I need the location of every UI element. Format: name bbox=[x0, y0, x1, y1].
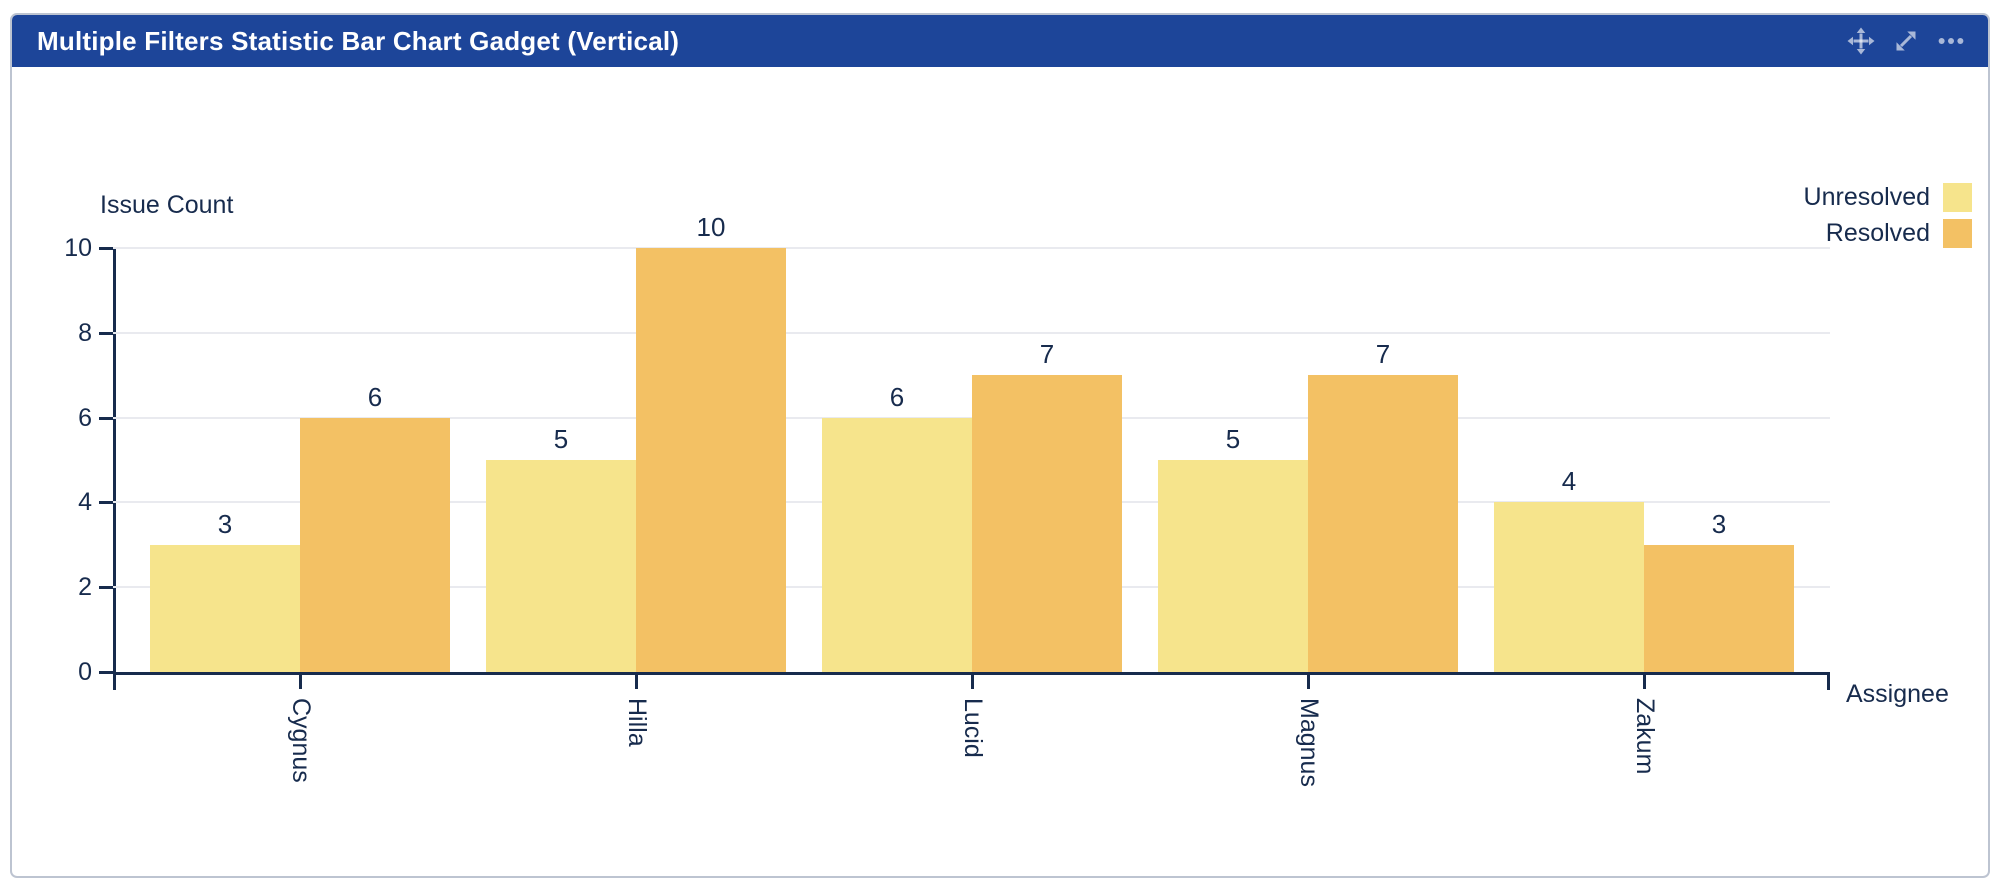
legend-swatch bbox=[1943, 183, 1972, 212]
x-tick-hilla bbox=[635, 672, 638, 689]
gadget-title: Multiple Filters Statistic Bar Chart Gad… bbox=[37, 25, 680, 56]
legend: Unresolved Resolved bbox=[1804, 183, 1972, 248]
legend-item-resolved: Resolved bbox=[1804, 219, 1972, 248]
bar-unresolved-hilla[interactable] bbox=[486, 460, 636, 672]
gadget-toolbar bbox=[1846, 26, 1966, 56]
y-tick-2 bbox=[99, 586, 113, 590]
y-tick-6 bbox=[99, 416, 113, 420]
y-tick-4 bbox=[99, 501, 113, 505]
x-axis-title: Assignee bbox=[1846, 680, 1949, 708]
more-options-icon[interactable] bbox=[1936, 26, 1966, 56]
y-tick-label-0: 0 bbox=[78, 658, 92, 686]
x-axis-end-tick bbox=[1827, 672, 1830, 690]
gridline-10 bbox=[113, 247, 1830, 249]
gridline-6 bbox=[113, 416, 1830, 419]
legend-label: Resolved bbox=[1825, 219, 1930, 247]
bar-unresolved-cygnus[interactable] bbox=[150, 545, 300, 672]
y-tick-label-4: 4 bbox=[78, 488, 92, 517]
bar-resolved-cygnus[interactable] bbox=[300, 418, 450, 672]
x-tick-label-hilla[interactable]: Hilla bbox=[623, 698, 651, 747]
y-tick-label-2: 2 bbox=[78, 573, 92, 602]
bar-value-label: 7 bbox=[1375, 339, 1391, 369]
bar-value-label: 6 bbox=[367, 382, 383, 412]
gadget-card: Multiple Filters Statistic Bar Chart Gad… bbox=[10, 13, 1990, 878]
bar-value-label: 7 bbox=[1039, 339, 1055, 369]
bar-value-label: 3 bbox=[1711, 509, 1727, 539]
x-tick-lucid bbox=[971, 672, 974, 689]
x-tick-magnus bbox=[1307, 672, 1310, 689]
bar-value-label: 3 bbox=[217, 509, 233, 539]
legend-swatch bbox=[1943, 219, 1972, 248]
bar-value-label: 5 bbox=[1225, 424, 1241, 454]
bar-value-label: 4 bbox=[1561, 466, 1577, 496]
x-tick-label-lucid[interactable]: Lucid bbox=[959, 698, 987, 758]
chart-canvas: Issue Count Assignee Unresolved Resolved … bbox=[12, 15, 1988, 876]
bar-resolved-zakum[interactable] bbox=[1644, 545, 1794, 672]
bar-unresolved-magnus[interactable] bbox=[1158, 460, 1308, 672]
bar-resolved-lucid[interactable] bbox=[972, 375, 1122, 672]
x-tick-label-cygnus[interactable]: Cygnus bbox=[287, 698, 315, 783]
y-tick-label-10: 10 bbox=[64, 234, 92, 262]
bar-unresolved-zakum[interactable] bbox=[1494, 502, 1644, 672]
y-tick-0 bbox=[99, 671, 113, 674]
y-axis-title: Issue Count bbox=[100, 191, 234, 219]
x-tick-zakum bbox=[1643, 672, 1646, 689]
x-tick-label-zakum[interactable]: Zakum bbox=[1631, 698, 1659, 775]
y-tick-label-8: 8 bbox=[78, 318, 92, 347]
y-tick-label-6: 6 bbox=[78, 403, 92, 432]
legend-item-unresolved: Unresolved bbox=[1804, 183, 1972, 212]
y-axis-line bbox=[113, 248, 116, 690]
gadget-header: Multiple Filters Statistic Bar Chart Gad… bbox=[12, 15, 1988, 67]
bar-value-label: 10 bbox=[696, 212, 726, 242]
bar-unresolved-lucid[interactable] bbox=[822, 418, 972, 672]
bar-resolved-hilla[interactable] bbox=[636, 248, 786, 672]
expand-icon[interactable] bbox=[1891, 26, 1921, 56]
x-tick-cygnus bbox=[299, 672, 302, 689]
x-tick-label-magnus[interactable]: Magnus bbox=[1295, 698, 1323, 787]
legend-label: Unresolved bbox=[1803, 183, 1930, 211]
bar-value-label: 5 bbox=[553, 424, 569, 454]
gridline-8 bbox=[113, 331, 1830, 334]
y-tick-10 bbox=[99, 247, 113, 250]
bar-value-label: 6 bbox=[889, 382, 905, 412]
y-tick-8 bbox=[99, 331, 113, 335]
bar-resolved-magnus[interactable] bbox=[1308, 375, 1458, 672]
move-icon[interactable] bbox=[1846, 26, 1876, 56]
